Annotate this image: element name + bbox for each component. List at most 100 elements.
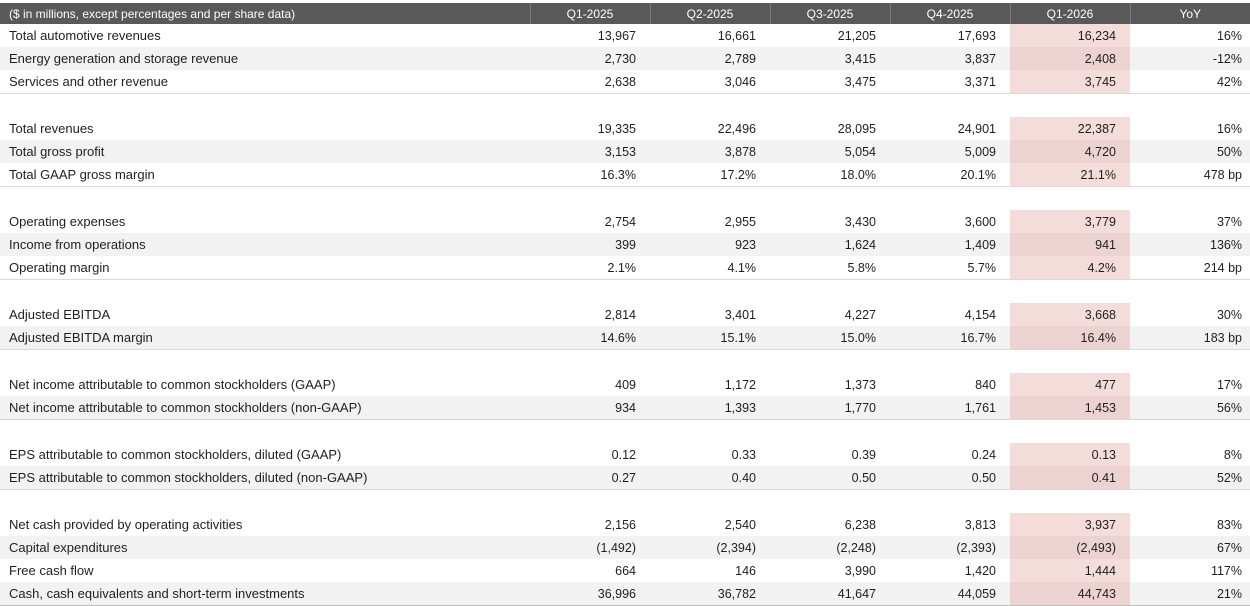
- quarter-value: 17.2%: [650, 163, 770, 187]
- quarter-value: 0.50: [890, 466, 1010, 490]
- yoy-value: 214 bp: [1130, 256, 1250, 280]
- yoy-value: 478 bp: [1130, 163, 1250, 187]
- section-spacer-row: [0, 186, 1250, 210]
- section-spacer-row: [0, 419, 1250, 443]
- quarter-value: 5,009: [890, 140, 1010, 163]
- quarter-value: 14.6%: [530, 326, 650, 350]
- quarter-value: 3,745: [1010, 70, 1130, 94]
- quarter-value: 21.1%: [1010, 163, 1130, 187]
- quarter-value: 2,638: [530, 70, 650, 94]
- yoy-value: 16%: [1216, 121, 1242, 136]
- row-label: Capital expenditures: [0, 536, 530, 559]
- quarter-value: 1,761: [890, 396, 1010, 420]
- table-row: Operating margin 2.1% 4.1% 5.8% 5.7% 4.2% 214 …: [0, 256, 1250, 280]
- quarter-value: 22,387: [1010, 117, 1130, 140]
- table-body: Total automotive revenues 13,967 16,661 21,…: [0, 24, 1250, 606]
- quarter-value: 399: [530, 233, 650, 256]
- quarter-value: 4,154: [964, 307, 996, 322]
- quarter-value: 2,754: [604, 214, 636, 229]
- quarter-value: 4,720: [1010, 140, 1130, 163]
- table-row: Net income attributable to common stockh…: [0, 396, 1250, 420]
- table-row: Operating expenses 2,754 2,955 3,430 3,600 3,…: [0, 210, 1250, 233]
- quarter-value: 19,335: [597, 121, 636, 136]
- row-label: Total revenues: [9, 121, 94, 136]
- yoy-value: 136%: [1130, 233, 1250, 256]
- row-label: Free cash flow: [9, 563, 94, 578]
- quarter-value: 13,967: [597, 28, 636, 43]
- section-spacer-row: [0, 93, 1250, 117]
- quarter-value: 21,205: [837, 28, 876, 43]
- table-row: Total gross profit 3,153 3,878 5,054 5,009 4,…: [0, 140, 1250, 163]
- yoy-value: 67%: [1130, 536, 1250, 559]
- column-header-q1-2026: Q1-2026: [1009, 3, 1130, 24]
- row-label: EPS attributable to common stockholders,…: [0, 466, 530, 490]
- quarter-value: 2,955: [724, 214, 756, 229]
- quarter-value: 28,095: [837, 121, 876, 136]
- quarter-value: 5.8%: [770, 256, 890, 280]
- quarter-value: 840: [975, 377, 996, 392]
- quarter-value: 5.7%: [890, 256, 1010, 280]
- quarter-value: 44,743: [1010, 582, 1130, 606]
- quarter-value: 0.40: [650, 466, 770, 490]
- column-header-q3-2025: Q3-2025: [769, 3, 890, 24]
- quarter-value: 934: [530, 396, 650, 420]
- quarter-value: 0.24: [971, 447, 996, 462]
- quarter-value: 3,837: [890, 47, 1010, 70]
- quarter-value: 16.7%: [890, 326, 1010, 350]
- table-title-cell: ($ in millions, except percentages and p…: [0, 3, 530, 24]
- quarter-value: 0.33: [731, 447, 756, 462]
- quarter-value: 941: [1010, 233, 1130, 256]
- quarter-value: 16,234: [1010, 24, 1130, 47]
- quarter-value: 923: [650, 233, 770, 256]
- column-header-yoy: YoY: [1129, 3, 1250, 24]
- quarter-value: 1,409: [890, 233, 1010, 256]
- quarter-value: 1,624: [770, 233, 890, 256]
- quarter-value: 2,730: [530, 47, 650, 70]
- quarter-value: 3,779: [1010, 210, 1130, 233]
- quarter-value: 2,156: [604, 517, 636, 532]
- table-row: Adjusted EBITDA margin 14.6% 15.1% 15.0% 16.…: [0, 326, 1250, 350]
- row-label: EPS attributable to common stockholders,…: [9, 447, 342, 462]
- table-row: Cash, cash equivalents and short-term in…: [0, 582, 1250, 606]
- quarter-value: 2,789: [650, 47, 770, 70]
- table-row: EPS attributable to common stockholders,…: [0, 466, 1250, 490]
- row-label: Net income attributable to common stockh…: [0, 396, 530, 420]
- row-label: Adjusted EBITDA: [9, 307, 111, 322]
- yoy-value: 52%: [1130, 466, 1250, 490]
- table-row: Net cash provided by operating activitie…: [0, 513, 1250, 536]
- quarter-value: 3,371: [890, 70, 1010, 94]
- quarter-value: (2,394): [650, 536, 770, 559]
- table-row: Adjusted EBITDA 2,814 3,401 4,227 4,154 3,668…: [0, 303, 1250, 326]
- column-header-q1-2025: Q1-2025: [529, 3, 650, 24]
- table-header: ($ in millions, except percentages and p…: [0, 3, 1250, 24]
- row-label: Adjusted EBITDA margin: [0, 326, 530, 350]
- yoy-value: -12%: [1130, 47, 1250, 70]
- quarter-value: 1,420: [964, 563, 996, 578]
- row-label: Operating expenses: [9, 214, 126, 229]
- table-row: Capital expenditures (1,492) (2,394) (2,248…: [0, 536, 1250, 559]
- quarter-value: 44,059: [890, 582, 1010, 606]
- table-row: EPS attributable to common stockholders,…: [0, 443, 1250, 466]
- yoy-value: 37%: [1216, 214, 1242, 229]
- quarter-value: 477: [1010, 373, 1130, 396]
- quarter-value: 1,373: [844, 377, 876, 392]
- quarter-value: 15.1%: [650, 326, 770, 350]
- quarter-value: 0.13: [1010, 443, 1130, 466]
- yoy-value: 42%: [1130, 70, 1250, 94]
- yoy-value: 56%: [1130, 396, 1250, 420]
- quarter-value: 41,647: [770, 582, 890, 606]
- quarter-value: 0.39: [851, 447, 876, 462]
- quarter-value: 1,393: [650, 396, 770, 420]
- quarter-value: 3,401: [724, 307, 756, 322]
- quarter-value: 2,408: [1010, 47, 1130, 70]
- section-spacer-row: [0, 349, 1250, 373]
- quarter-value: 3,668: [1010, 303, 1130, 326]
- quarter-value: (2,393): [890, 536, 1010, 559]
- quarter-value: 3,475: [770, 70, 890, 94]
- quarter-value: 5,054: [770, 140, 890, 163]
- quarter-value: 18.0%: [770, 163, 890, 187]
- row-label: Operating margin: [0, 256, 530, 280]
- quarter-value: 2,814: [604, 307, 636, 322]
- quarter-value: (1,492): [530, 536, 650, 559]
- quarter-value: 409: [615, 377, 636, 392]
